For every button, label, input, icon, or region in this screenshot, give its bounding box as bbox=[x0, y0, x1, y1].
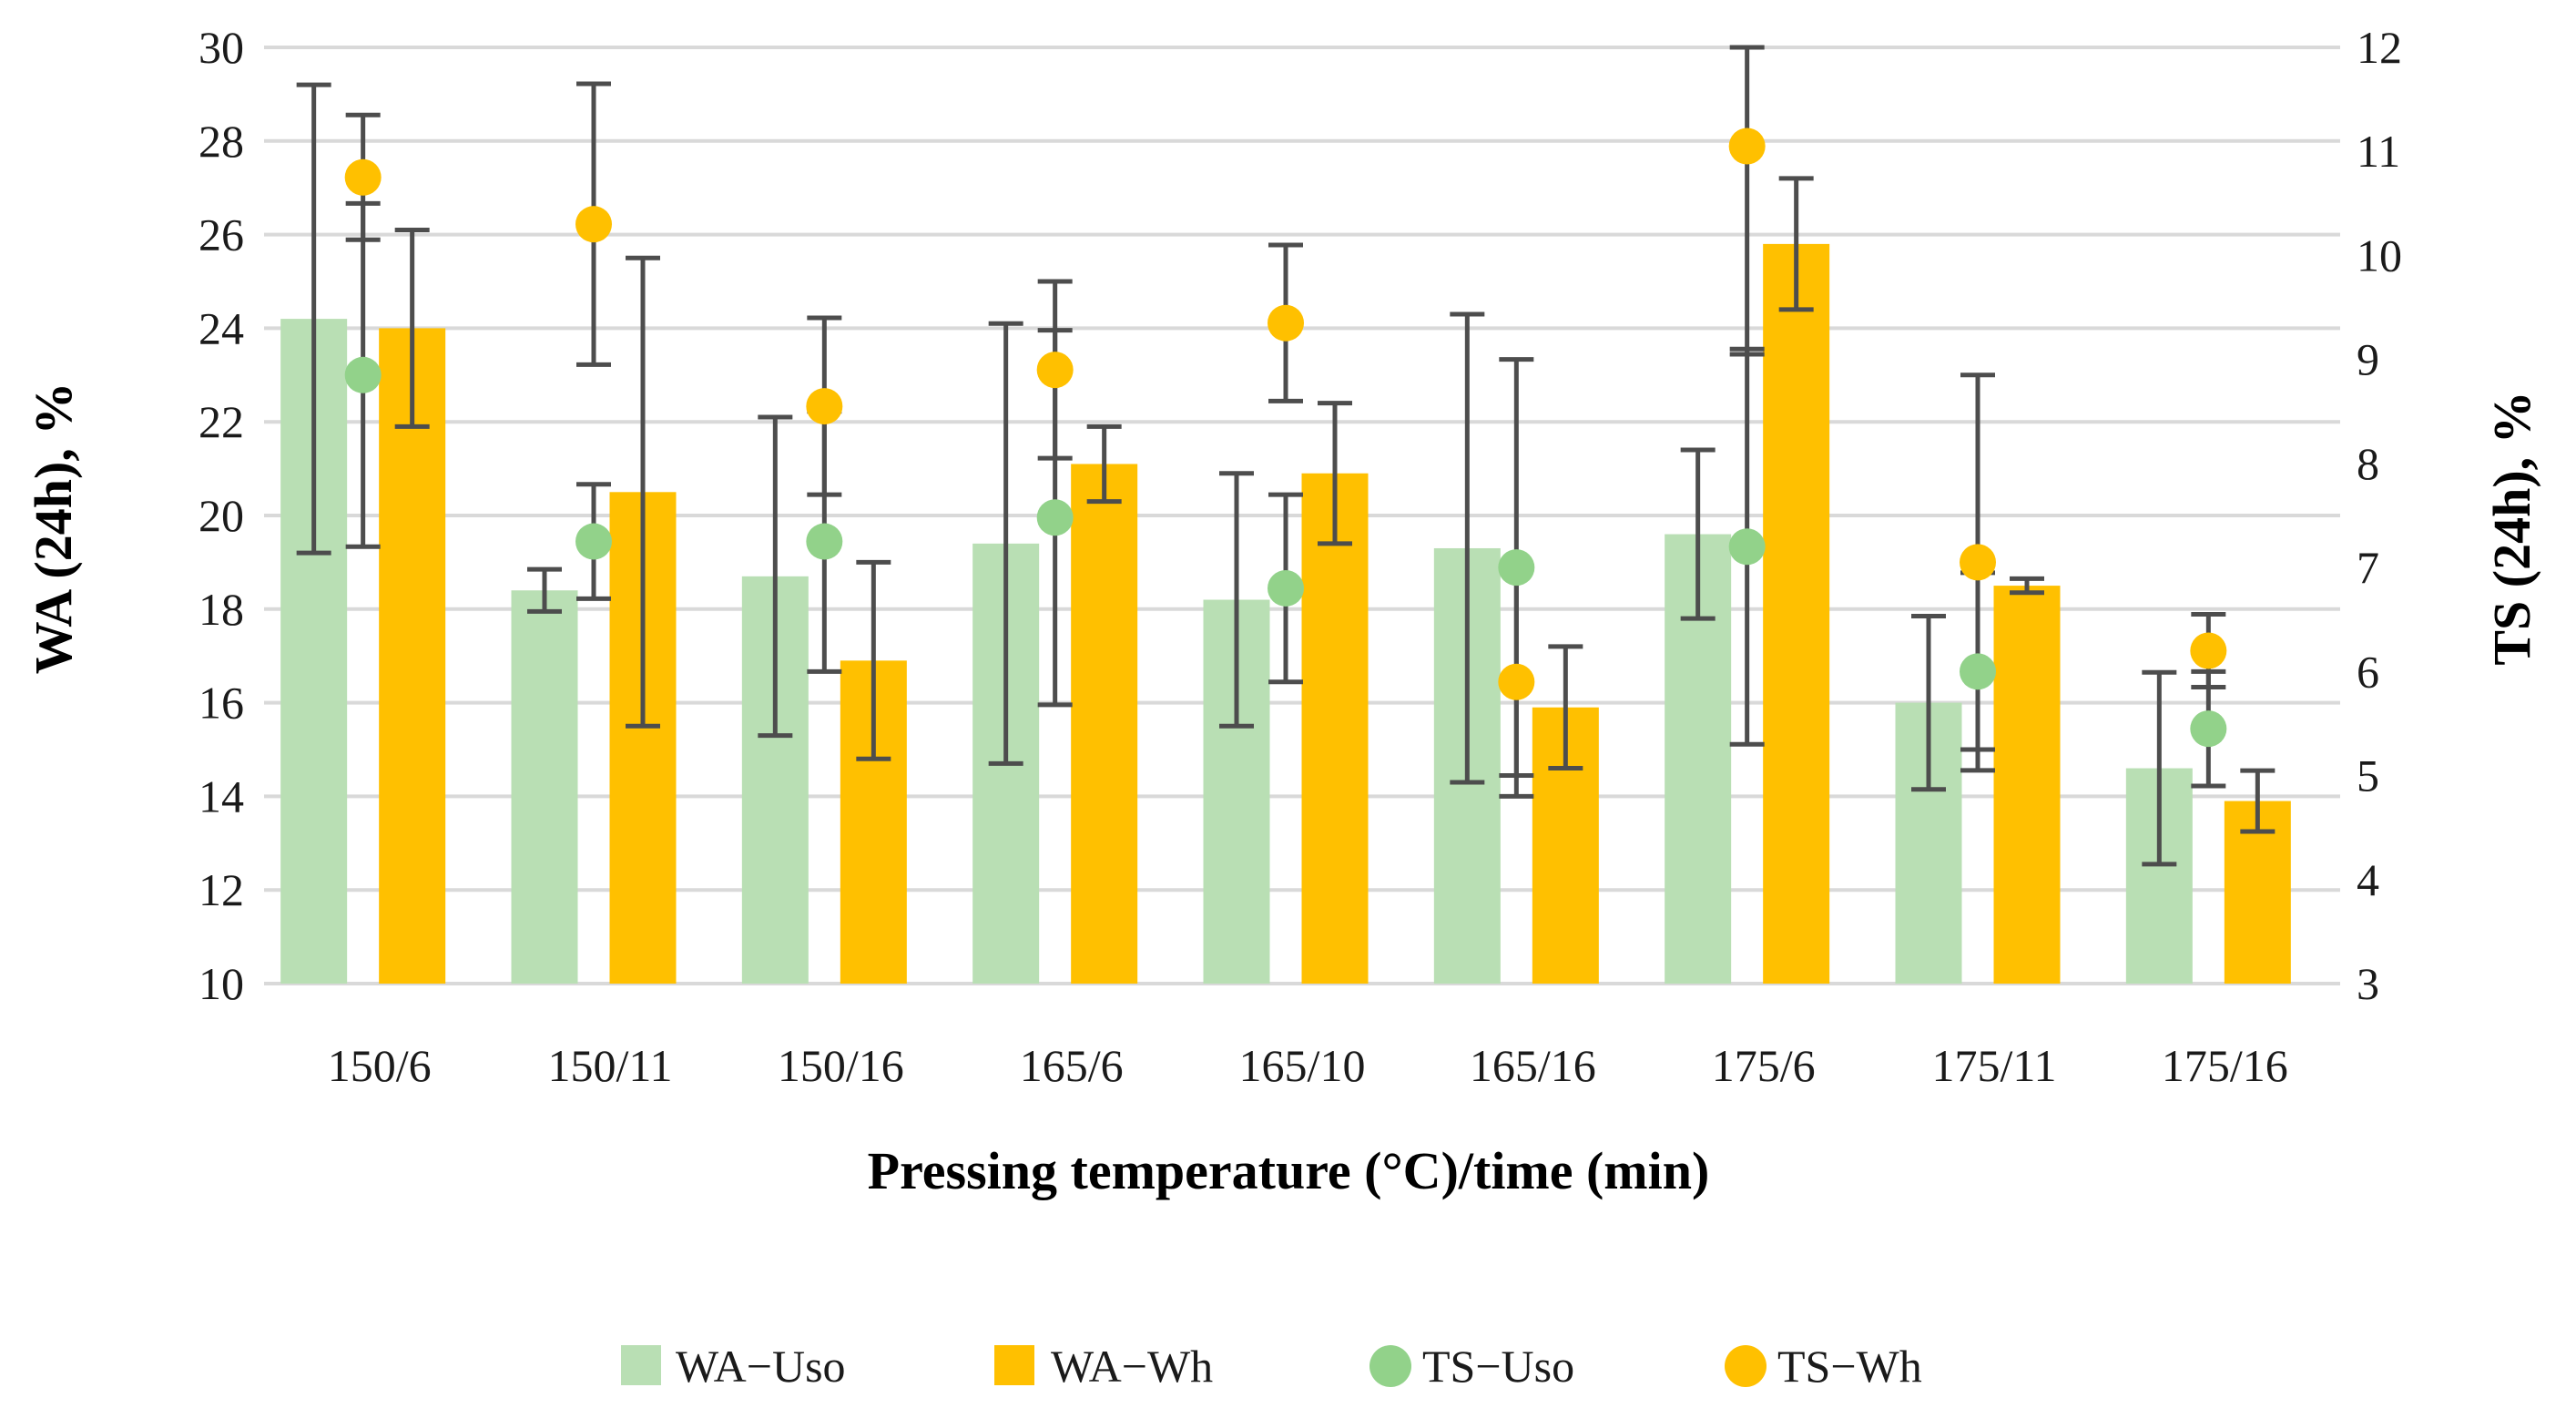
legend-label-ts-wh: TS−Wh bbox=[1777, 1341, 1922, 1392]
x-tick-label: 165/10 bbox=[1239, 1040, 1366, 1091]
y-tick-label: 20 bbox=[199, 490, 244, 541]
point-ts-wh bbox=[806, 388, 843, 425]
legend-item-wa-uso: WA−Uso bbox=[621, 1341, 846, 1392]
point-ts-wh bbox=[575, 206, 612, 243]
bar-wa-wh bbox=[379, 328, 446, 984]
y2-tick-label: 12 bbox=[2357, 22, 2402, 73]
legend-marker-ts-uso bbox=[1369, 1345, 1411, 1387]
legend-item-ts-uso: TS−Uso bbox=[1369, 1341, 1574, 1392]
legend-marker-ts-wh bbox=[1725, 1345, 1767, 1387]
x-tick-label: 175/16 bbox=[2162, 1040, 2288, 1091]
y2-axis-title: TS (24h), % bbox=[2482, 391, 2541, 665]
y2-tick-label: 6 bbox=[2357, 646, 2379, 697]
point-ts-wh bbox=[1036, 352, 1074, 389]
bar-wa-uso bbox=[511, 590, 578, 984]
legend-item-wa-wh: WA−Wh bbox=[994, 1341, 1213, 1392]
x-tick-label: 150/16 bbox=[778, 1040, 904, 1091]
y2-tick-label: 7 bbox=[2357, 542, 2379, 593]
y-tick-label: 18 bbox=[199, 584, 244, 635]
bars bbox=[280, 243, 2291, 985]
x-tick-label: 150/6 bbox=[328, 1040, 432, 1091]
point-ts-uso bbox=[806, 523, 843, 560]
legend-label-wa-uso: WA−Uso bbox=[676, 1341, 846, 1392]
legend-label-ts-uso: TS−Uso bbox=[1422, 1341, 1574, 1392]
x-tick-label: 150/11 bbox=[547, 1040, 672, 1091]
point-ts-uso bbox=[1498, 549, 1535, 587]
bar-wa-wh bbox=[1993, 586, 2061, 984]
tick-labels: 10 12 14 16 18 20 22 24 26 28 30 3 4 5 6 7 8 9 10 11 12 150/6… bbox=[199, 22, 2402, 1091]
y-tick-label: 14 bbox=[199, 770, 244, 821]
y-axis-title: WA (24h), % bbox=[24, 383, 83, 675]
y-tick-label: 10 bbox=[199, 958, 244, 1009]
legend-swatch-wa-uso bbox=[621, 1345, 661, 1385]
bar-wa-wh bbox=[1071, 464, 1138, 985]
x-tick-label: 175/11 bbox=[1931, 1040, 2056, 1091]
y2-tick-label: 9 bbox=[2357, 334, 2379, 385]
point-ts-uso bbox=[344, 356, 382, 393]
y2-tick-label: 8 bbox=[2357, 438, 2379, 489]
point-ts-wh bbox=[344, 158, 382, 196]
y2-tick-label: 5 bbox=[2357, 750, 2379, 801]
y-tick-label: 30 bbox=[199, 22, 244, 73]
x-tick-label: 165/16 bbox=[1470, 1040, 1596, 1091]
y-tick-label: 28 bbox=[199, 116, 244, 167]
points bbox=[344, 128, 2227, 748]
x-tick-label: 165/6 bbox=[1020, 1040, 1124, 1091]
bar-wa-wh bbox=[1763, 243, 1830, 984]
y2-tick-label: 3 bbox=[2357, 958, 2379, 1009]
y2-tick-label: 11 bbox=[2357, 126, 2400, 177]
point-ts-uso bbox=[1728, 528, 1766, 566]
y-tick-label: 22 bbox=[199, 396, 244, 447]
y-tick-label: 26 bbox=[199, 209, 244, 260]
point-ts-uso bbox=[1960, 653, 1996, 690]
y2-tick-label: 4 bbox=[2357, 854, 2379, 905]
point-ts-wh bbox=[1728, 128, 1766, 165]
point-ts-wh bbox=[2190, 632, 2227, 669]
point-ts-wh bbox=[1498, 663, 1535, 700]
y-tick-label: 24 bbox=[199, 302, 244, 353]
point-ts-uso bbox=[575, 523, 612, 560]
legend: WA−Uso WA−Wh TS−Uso TS−Wh bbox=[621, 1341, 1922, 1392]
legend-item-ts-wh: TS−Wh bbox=[1725, 1341, 1922, 1392]
y-tick-label: 16 bbox=[199, 678, 244, 729]
point-ts-wh bbox=[1960, 544, 1996, 581]
point-ts-uso bbox=[2190, 710, 2227, 748]
bar-wa-wh bbox=[1301, 473, 1369, 984]
point-ts-uso bbox=[1268, 569, 1304, 607]
x-axis-title: Pressing temperature (°C)/time (min) bbox=[868, 1141, 1710, 1200]
x-tick-label: 175/6 bbox=[1712, 1040, 1816, 1091]
point-ts-wh bbox=[1268, 304, 1304, 342]
error-bars bbox=[296, 45, 2276, 867]
point-ts-uso bbox=[1036, 499, 1074, 536]
y2-tick-label: 10 bbox=[2357, 230, 2402, 281]
legend-swatch-wa-wh bbox=[994, 1345, 1034, 1385]
legend-label-wa-wh: WA−Wh bbox=[1051, 1341, 1213, 1392]
y-tick-label: 12 bbox=[199, 864, 244, 915]
